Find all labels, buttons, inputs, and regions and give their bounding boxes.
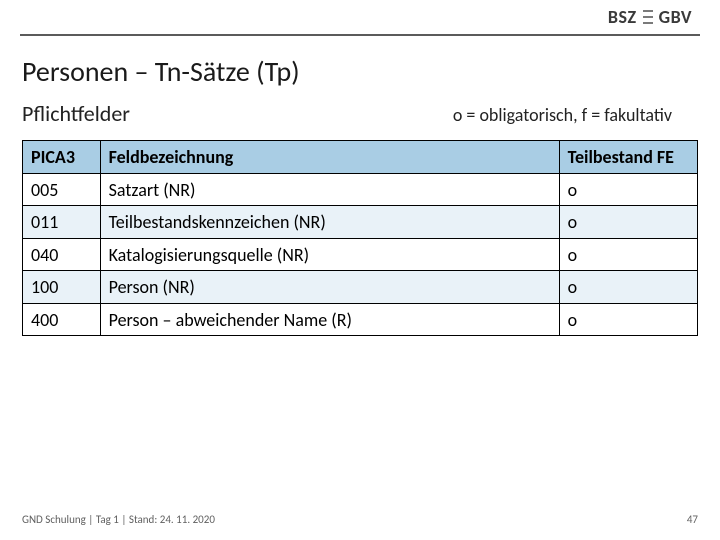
cell-teil: o (559, 271, 697, 304)
subtitle-row: Pflichtfelder o = obligatorisch, f = fak… (22, 100, 672, 127)
fields-table: PICA3 Feldbezeichnung Teilbestand FE 005… (22, 140, 698, 336)
cell-teil: o (559, 303, 697, 336)
table-header-row: PICA3 Feldbezeichnung Teilbestand FE (23, 141, 698, 174)
page-title: Personen – Tn-Sätze (Tp) (22, 54, 300, 89)
cell-feld: Teilbestandskennzeichen (NR) (100, 206, 559, 239)
logo-separator-icon (643, 8, 653, 26)
col-header-feldbezeichnung: Feldbezeichnung (100, 141, 559, 174)
logo-gbv: GBV (659, 6, 692, 28)
cell-feld: Person – abweichender Name (R) (100, 303, 559, 336)
cell-pica3: 011 (23, 206, 101, 239)
cell-pica3: 040 (23, 238, 101, 271)
cell-feld: Satzart (NR) (100, 173, 559, 206)
cell-feld: Katalogisierungsquelle (NR) (100, 238, 559, 271)
table-row: 005 Satzart (NR) o (23, 173, 698, 206)
table-row: 100 Person (NR) o (23, 271, 698, 304)
footer: GND Schulung | Tag 1 | Stand: 24. 11. 20… (22, 513, 698, 526)
table-row: 040 Katalogisierungsquelle (NR) o (23, 238, 698, 271)
page-number: 47 (687, 513, 698, 526)
cell-pica3: 100 (23, 271, 101, 304)
header-logos: BSZ GBV (608, 6, 692, 28)
legend-text: o = obligatorisch, f = fakultativ (453, 104, 672, 126)
cell-pica3: 005 (23, 173, 101, 206)
header-rule (20, 34, 700, 36)
table-row: 011 Teilbestandskennzeichen (NR) o (23, 206, 698, 239)
cell-pica3: 400 (23, 303, 101, 336)
subtitle: Pflichtfelder (22, 100, 130, 127)
cell-teil: o (559, 206, 697, 239)
col-header-teilbestand: Teilbestand FE (559, 141, 697, 174)
footer-info: GND Schulung | Tag 1 | Stand: 24. 11. 20… (22, 513, 215, 526)
cell-teil: o (559, 238, 697, 271)
fields-table-wrap: PICA3 Feldbezeichnung Teilbestand FE 005… (22, 140, 698, 336)
logo-bsz: BSZ (608, 6, 637, 28)
cell-feld: Person (NR) (100, 271, 559, 304)
table-row: 400 Person – abweichender Name (R) o (23, 303, 698, 336)
col-header-pica3: PICA3 (23, 141, 101, 174)
cell-teil: o (559, 173, 697, 206)
